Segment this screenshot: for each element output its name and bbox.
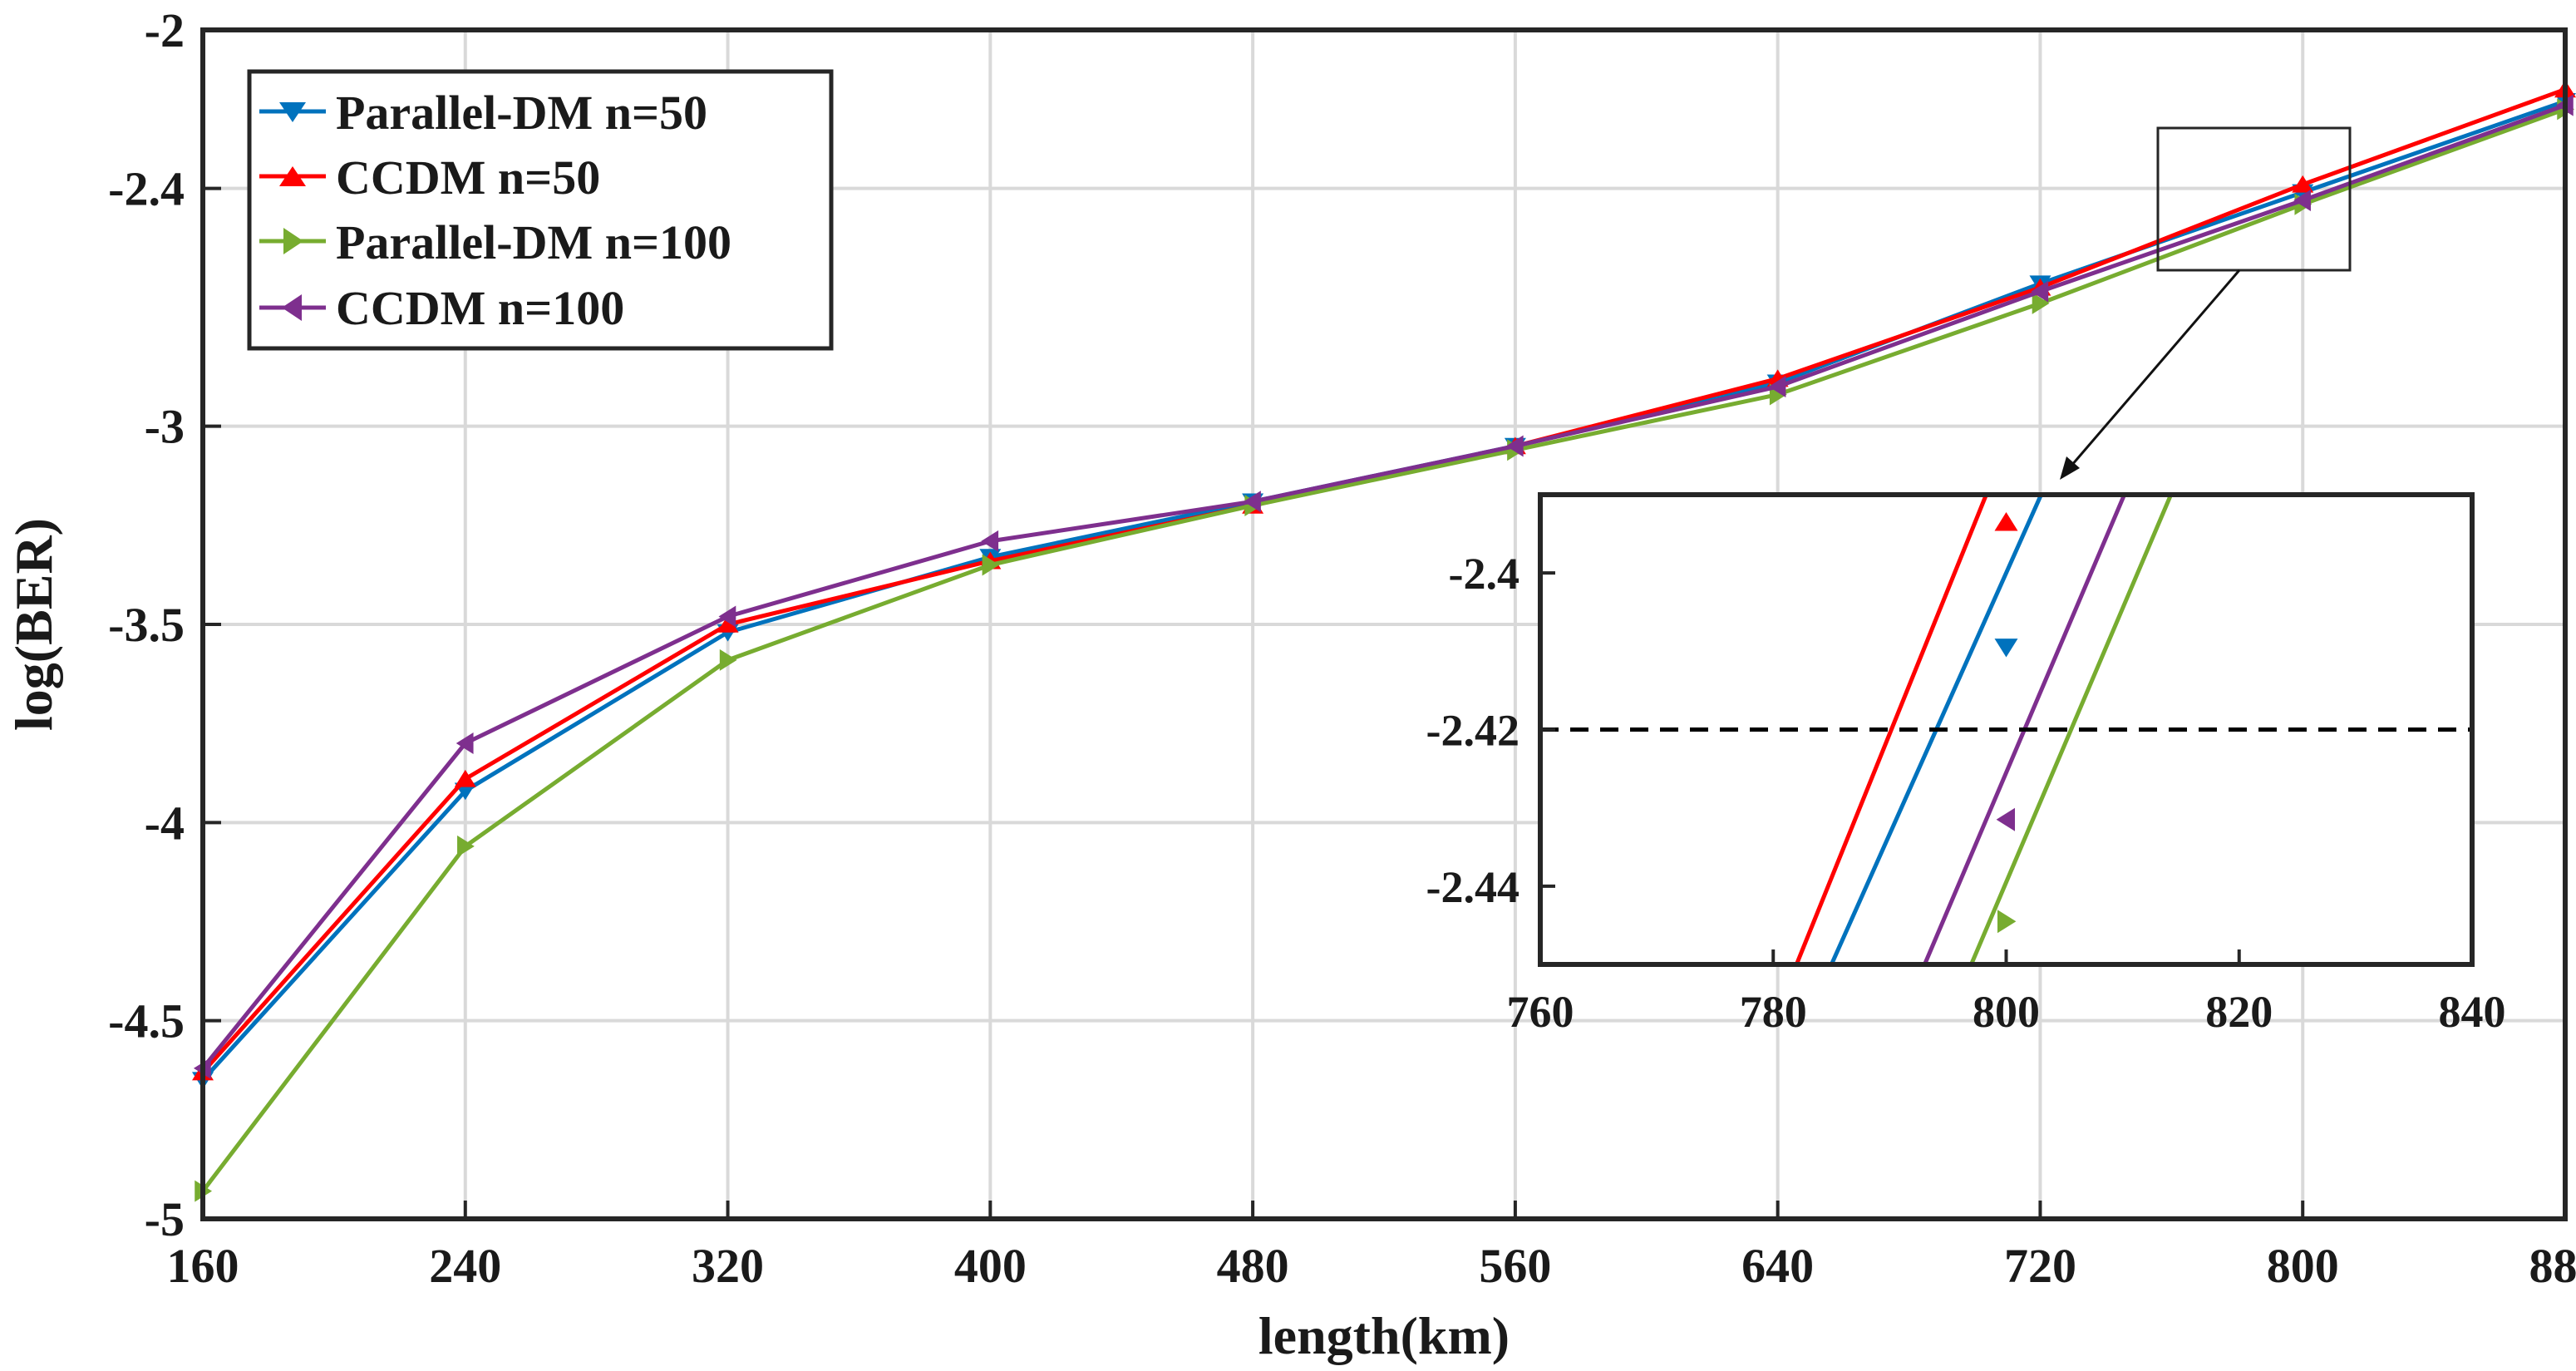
- data-point-ccdm-n-100: [2293, 189, 2311, 211]
- inset-x-tick-label: 760: [1507, 987, 1574, 1037]
- legend-label-ccdm-100: CCDM n=100: [336, 281, 624, 335]
- y-tick-label: -3.5: [108, 598, 185, 652]
- inset-y-tick-label: -2.42: [1426, 706, 1519, 756]
- legend-item: Parallel-DM n=50: [259, 86, 707, 140]
- zoom-region-box: [2156, 126, 2352, 272]
- y-tick-label: -3: [145, 400, 185, 454]
- x-axis-label: length(km): [1258, 1306, 1510, 1365]
- data-point-ccdm-n-50: [717, 614, 739, 633]
- inset-line-parallel-dm-n-100: [1969, 495, 2174, 964]
- data-point-ccdm-n-50: [2292, 175, 2314, 193]
- legend: Parallel-DM n=50 CCDM n=50 Parallel-DM n…: [247, 69, 834, 351]
- legend-marker-ccdm-100: [282, 294, 302, 321]
- y-tick-label: -2: [145, 3, 185, 57]
- x-tick-label: 800: [2267, 1239, 2339, 1293]
- data-point-ccdm-n-100: [1768, 376, 1786, 397]
- inset-x-tick-label: 820: [2205, 987, 2273, 1037]
- y-tick-label: -5: [145, 1192, 185, 1246]
- inset-y-tick-label: -2.4: [1449, 549, 1519, 599]
- data-point-ccdm-n-100: [718, 605, 736, 628]
- inset-marker-ccdm-n-50: [1994, 512, 2018, 531]
- data-point-ccdm-n-50: [454, 769, 476, 787]
- x-tick-label: 560: [1479, 1239, 1551, 1293]
- inset-line-parallel-dm-n-50: [1830, 495, 2044, 964]
- legend-label-parallel-dm-100: Parallel-DM n=100: [336, 215, 731, 269]
- data-point-parallel-dm-n-100: [2032, 292, 2050, 314]
- inset-marker-ccdm-n-100: [1996, 807, 2015, 831]
- y-tick-label: -4.5: [108, 994, 185, 1048]
- data-point-ccdm-n-100: [981, 530, 999, 552]
- inset-tick-labels: 760 780 800 820 840 -2.4 -2.42 -2.44: [1426, 549, 2506, 1037]
- inset-line-ccdm-n-50: [1794, 495, 1989, 964]
- inset-x-tick-label: 780: [1740, 987, 1807, 1037]
- series-line-parallel-dm-n-100: [201, 106, 2566, 1193]
- inset-x-tick-label: 800: [1973, 987, 2040, 1037]
- x-tick-label: 320: [692, 1239, 764, 1293]
- data-point-ccdm-n-100: [456, 732, 474, 754]
- data-point-parallel-dm-n-100: [457, 835, 475, 857]
- legend-marker-parallel-dm-100: [283, 228, 303, 254]
- y-tick-label: -4: [145, 796, 185, 850]
- inset-series-lines: [1794, 495, 2174, 964]
- inset-marker-parallel-dm-n-50: [1994, 639, 2018, 658]
- main-tick-labels: 160 240 320 400 480 560 640 720 800 880 -5 -4.5 -4 -3…: [108, 3, 2576, 1293]
- zoom-arrow-head: [2060, 456, 2080, 480]
- series-line-ccdm-n-100: [201, 103, 2566, 1070]
- zoom-arrow: [2070, 269, 2241, 466]
- inset-y-tick-label: -2.44: [1426, 862, 1519, 912]
- legend-item: CCDM n=100: [259, 281, 624, 335]
- y-axis-label: log(BER): [4, 518, 63, 731]
- inset-line-ccdm-n-100: [1923, 495, 2127, 964]
- x-tick-label: 720: [2004, 1239, 2076, 1293]
- data-point-ccdm-n-100: [2031, 280, 2049, 303]
- inset-x-tick-label: 840: [2439, 987, 2506, 1037]
- data-point-ccdm-n-100: [1505, 435, 1524, 457]
- x-tick-label: 880: [2529, 1239, 2576, 1293]
- data-point-parallel-dm-n-100: [719, 649, 737, 671]
- legend-item: CCDM n=50: [259, 150, 600, 205]
- inset-markers: [1994, 512, 2018, 934]
- x-tick-label: 480: [1217, 1239, 1289, 1293]
- data-point-parallel-dm-n-100: [982, 554, 1000, 576]
- data-point-ccdm-n-100: [1244, 491, 1261, 513]
- legend-label-parallel-dm-50: Parallel-DM n=50: [336, 86, 707, 140]
- legend-marker-ccdm-50: [279, 166, 306, 186]
- x-tick-label: 400: [954, 1239, 1027, 1293]
- legend-label-ccdm-50: CCDM n=50: [336, 150, 600, 205]
- y-tick-label: -2.4: [108, 162, 185, 216]
- legend-box: [247, 69, 834, 351]
- legend-item: Parallel-DM n=100: [259, 215, 731, 269]
- x-tick-label: 160: [167, 1239, 239, 1293]
- x-tick-label: 640: [1741, 1239, 1814, 1293]
- legend-marker-parallel-dm-50: [279, 102, 306, 122]
- inset-marker-parallel-dm-n-100: [1997, 910, 2017, 934]
- main-series-lines: [192, 80, 2576, 1202]
- x-tick-label: 240: [429, 1239, 501, 1293]
